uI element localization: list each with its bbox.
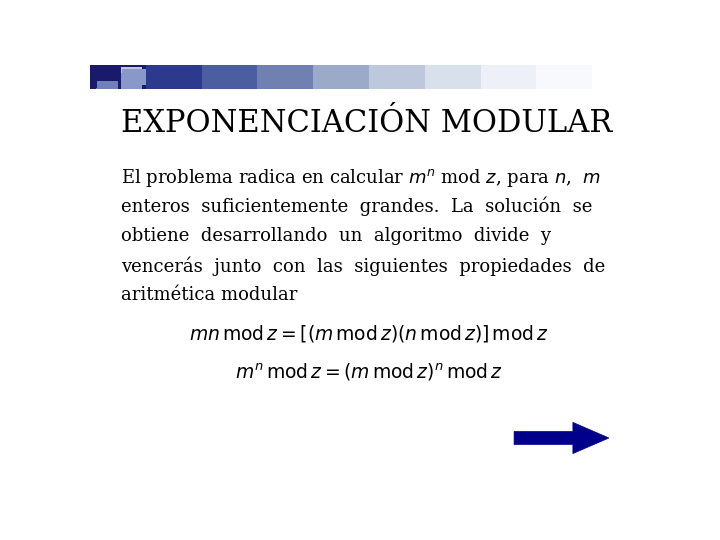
Bar xyxy=(425,65,481,89)
Bar xyxy=(536,65,593,89)
Text: vencerás  junto  con  las  siguientes  propiedades  de: vencerás junto con las siguientes propie… xyxy=(121,256,605,276)
Bar xyxy=(258,65,313,89)
Bar xyxy=(202,65,258,89)
Text: aritmética modular: aritmética modular xyxy=(121,286,297,305)
Text: $m^n \, \mathrm{mod} \, z = (m \, \mathrm{mod} \, z)^n \, \mathrm{mod} \, z$: $m^n \, \mathrm{mod} \, z = (m \, \mathr… xyxy=(235,362,503,383)
Bar xyxy=(122,69,145,85)
Bar xyxy=(121,67,142,73)
Text: obtiene  desarrollando  un  algoritmo  divide  y: obtiene desarrollando un algoritmo divid… xyxy=(121,227,551,245)
Bar xyxy=(313,65,369,89)
Polygon shape xyxy=(514,422,609,454)
Bar xyxy=(93,72,121,87)
Bar xyxy=(481,65,536,89)
Bar xyxy=(593,65,648,89)
Text: $mn \, \mathrm{mod} \, z = [(m \, \mathrm{mod} \, z)(n \, \mathrm{mod} \, z)] \,: $mn \, \mathrm{mod} \, z = [(m \, \mathr… xyxy=(189,322,549,343)
Bar xyxy=(121,72,142,89)
Text: EXPONENCIACIÓN MODULAR: EXPONENCIACIÓN MODULAR xyxy=(121,109,612,139)
Bar xyxy=(97,82,119,89)
Text: enteros  suficientemente  grandes.  La  solución  se: enteros suficientemente grandes. La solu… xyxy=(121,197,592,216)
Bar xyxy=(145,65,202,89)
Bar xyxy=(90,65,145,89)
Bar xyxy=(96,83,117,89)
Bar xyxy=(93,67,120,84)
Text: El problema radica en calcular $m^n$ mod $z$, para $n$,  $m$: El problema radica en calcular $m^n$ mod… xyxy=(121,167,600,188)
Bar xyxy=(369,65,425,89)
